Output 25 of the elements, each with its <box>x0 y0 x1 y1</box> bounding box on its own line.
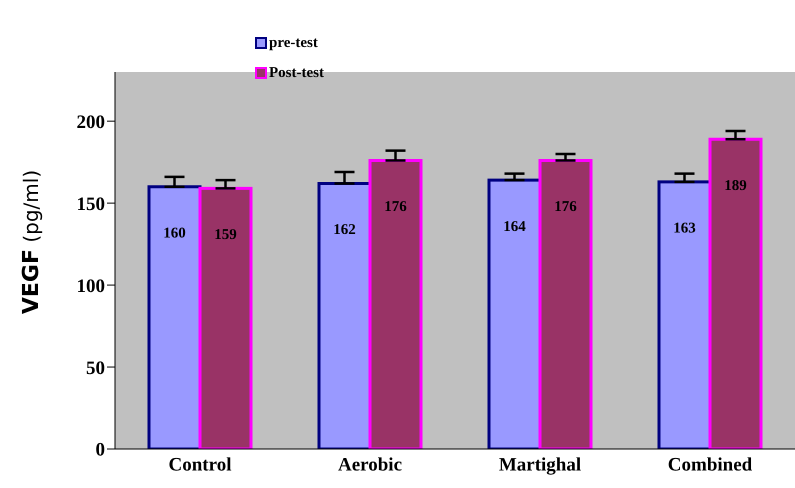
x-tick-label: Martighal <box>498 454 582 476</box>
y-tick-label: 50 <box>86 358 105 379</box>
y-tick-label: 100 <box>76 276 105 297</box>
data-label: 176 <box>554 199 578 216</box>
bar <box>148 185 202 449</box>
data-label: 163 <box>673 220 696 236</box>
y-tick-label: 150 <box>76 194 105 215</box>
data-label: 176 <box>384 199 408 216</box>
data-label: 164 <box>503 218 526 235</box>
y-axis-title: VEGF (pg/ml) <box>19 170 44 314</box>
data-label: 189 <box>724 178 747 194</box>
legend-label: Post-test <box>269 64 324 82</box>
x-tick-label: Combined <box>668 454 753 476</box>
bar <box>708 138 762 449</box>
data-label: 162 <box>333 222 356 238</box>
data-label: 159 <box>214 227 237 244</box>
x-tick-label: Aerobic <box>338 454 402 476</box>
y-tick-label: 200 <box>76 112 105 133</box>
bar <box>538 159 592 449</box>
bar <box>368 159 422 449</box>
legend-label: pre-test <box>269 34 318 52</box>
data-label: 160 <box>163 225 186 242</box>
y-tick-label: 0 <box>96 440 105 461</box>
bar <box>198 186 252 449</box>
x-tick-label: Control <box>168 454 232 476</box>
